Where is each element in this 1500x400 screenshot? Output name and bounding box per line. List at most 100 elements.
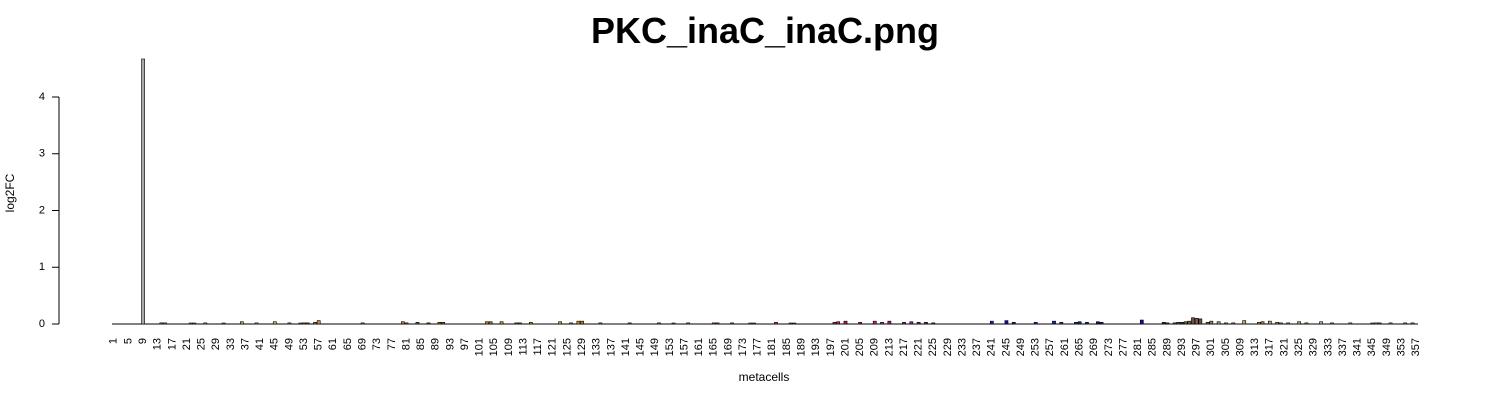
x-tick-label: 185 [781, 338, 793, 356]
x-tick-label: 61 [327, 338, 339, 350]
bar [1183, 321, 1188, 325]
x-tick-label: 157 [678, 338, 690, 356]
bar [671, 322, 676, 325]
x-tick-label: 273 [1103, 338, 1115, 356]
bar [316, 320, 321, 325]
x-tick-label: 309 [1234, 338, 1246, 356]
bar [1052, 320, 1056, 325]
x-tick-label: 29 [210, 338, 222, 350]
x-tick-label: 177 [752, 338, 764, 356]
bar [163, 322, 167, 325]
x-tick-label: 217 [898, 338, 910, 356]
bar [1297, 321, 1301, 325]
bar [598, 322, 603, 325]
bar [1278, 322, 1283, 325]
x-tick-label: 193 [810, 338, 822, 356]
bar [1099, 321, 1104, 325]
bar [1033, 321, 1038, 325]
x-tick-label: 97 [459, 338, 471, 350]
x-tick-label: 53 [298, 338, 310, 350]
bar [931, 322, 936, 325]
bar [1209, 320, 1214, 325]
y-tick-label: 2 [39, 204, 45, 216]
bar [1403, 322, 1408, 325]
bar [298, 322, 303, 325]
bar [887, 320, 892, 325]
x-tick-label: 205 [854, 338, 866, 356]
bar [711, 322, 716, 325]
x-tick-label: 1 [108, 338, 120, 344]
x-tick-label: 281 [1132, 338, 1144, 356]
bar [441, 321, 445, 325]
x-tick-label: 229 [942, 338, 954, 356]
x-tick-label: 225 [927, 338, 939, 356]
bar [909, 321, 914, 325]
bar [1257, 321, 1261, 325]
y-tick-label: 3 [39, 148, 45, 160]
bar [404, 322, 409, 325]
bar [159, 322, 164, 325]
bar [1224, 322, 1228, 325]
bar [221, 322, 226, 325]
bar [1319, 321, 1323, 325]
bar [1267, 320, 1272, 325]
x-tick-label: 17 [166, 338, 178, 350]
x-tick-label: 285 [1147, 338, 1159, 356]
bar [485, 321, 489, 325]
x-tick-label: 49 [283, 338, 295, 350]
x-tick-label: 105 [488, 338, 500, 356]
x-tick-label: 109 [503, 338, 515, 356]
x-tick-label: 25 [196, 338, 208, 350]
x-tick-label: 277 [1117, 338, 1129, 356]
bar [1410, 322, 1415, 325]
x-tick-label: 301 [1205, 338, 1217, 356]
x-tick-label: 297 [1191, 338, 1203, 356]
x-tick-label: 21 [181, 338, 193, 350]
bar [518, 322, 522, 325]
x-tick-label: 5 [122, 338, 134, 344]
bar [287, 322, 292, 325]
x-tick-label: 121 [547, 338, 559, 356]
bar [1330, 322, 1334, 325]
bar [1242, 320, 1247, 325]
bar [836, 321, 841, 325]
x-tick-label: 329 [1308, 338, 1320, 356]
x-tick-label: 241 [986, 338, 998, 356]
x-tick-label: 253 [1030, 338, 1042, 356]
x-tick-label: 133 [591, 338, 603, 356]
x-tick-label: 357 [1410, 338, 1422, 356]
bar [272, 321, 277, 325]
x-tick-label: 101 [474, 338, 486, 356]
bar [313, 321, 317, 325]
x-tick-label: 73 [371, 338, 383, 350]
x-tick-label: 341 [1352, 338, 1364, 356]
x-tick-label: 161 [693, 338, 705, 356]
bar [1172, 322, 1177, 325]
bar [360, 322, 365, 325]
bar [1096, 321, 1100, 325]
x-tick-label: 197 [825, 338, 837, 356]
x-tick-label: 213 [883, 338, 895, 356]
x-axis-label: metacells [739, 370, 790, 384]
chart-title: PKC_inaC_inaC.png [591, 10, 939, 51]
bar [1161, 321, 1166, 325]
x-tick-label: 201 [839, 338, 851, 356]
x-axis: 1 5 9 13 17 21 25 29 33 37 41 45 49 53 57 61 65 69 73 77 81 8… [108, 323, 1422, 356]
x-tick-label: 137 [605, 338, 617, 356]
x-tick-label: 117 [532, 338, 544, 356]
x-tick-label: 209 [869, 338, 881, 356]
bars-group [141, 58, 1415, 325]
x-tick-label: 289 [1161, 338, 1173, 356]
x-tick-label: 125 [561, 338, 573, 356]
x-tick-label: 141 [620, 338, 632, 356]
bar [1180, 321, 1184, 325]
x-tick-label: 233 [956, 338, 968, 356]
x-tick-label: 77 [386, 338, 398, 350]
y-tick-label: 1 [39, 261, 45, 273]
bar [558, 321, 562, 325]
bar [305, 322, 310, 325]
bar [1205, 321, 1210, 325]
bar [1194, 318, 1199, 325]
x-tick-label: 189 [795, 338, 807, 356]
